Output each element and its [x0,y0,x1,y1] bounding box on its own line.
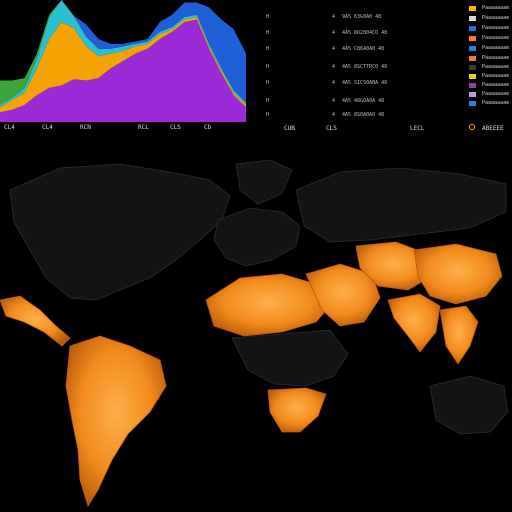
legend-label: Paaaaaaae [482,55,510,61]
legend-label: Paaaaaaae [482,100,510,106]
legend-label: Paaaaaaae [482,64,510,70]
table-row[interactable]: Paaaaaaae [256,82,512,90]
legend-label: Paaaaaaae [482,15,510,21]
row-code: 4A5 8SCTTRC0 48 [342,64,388,70]
x-tick-label: RCN [80,124,91,131]
row-index: 4 [332,46,336,52]
map-region-south-asia[interactable] [387,293,441,353]
area-series-1 [0,17,246,113]
table-row[interactable]: H 4 4A5 8SCTTRC0 48 Paaaaaaae [256,35,512,70]
map-region-middle-east[interactable] [305,263,381,327]
legend-swatch [469,36,476,41]
row-code: 9A5 63G0A0 48 [342,14,382,20]
table-row[interactable]: H 4 4A5 8S0A0A0 48 Paaaaaaae [256,64,512,118]
x-tick-label: CLS [170,124,181,131]
map-region-north-america[interactable] [9,163,231,301]
row-index: 4 [332,80,336,86]
data-table: H 4 9A5 63G0A0 48 Paaaaaaae H 4 4A5 8O2804CO 4… [256,0,512,136]
legend-label: Paaaaaaae [482,73,510,79]
row-flag: H [266,80,270,86]
row-code: 4A5 8O2804CO 48 [342,30,388,36]
legend-swatch [469,65,476,70]
world-map-panel[interactable] [0,150,512,512]
legend-swatch [469,26,476,31]
map-region-china[interactable] [413,243,503,305]
legend-swatch [469,101,476,106]
map-region-central-asia[interactable] [355,241,433,291]
map-region-southeast-asia[interactable] [439,305,479,365]
row-flag: H [266,30,270,36]
map-region-north-africa[interactable] [205,273,331,337]
chart-x-axis: CL4 CL4 RCN RCL CLS Cb [0,124,246,134]
legend-label: Paaaaaaae [482,82,510,88]
legend-swatch [469,83,476,88]
target-icon[interactable] [469,124,475,130]
row-index: 4 [332,14,336,20]
row-index: 4 [332,112,336,118]
table-footer-col1: CUB [284,125,295,132]
table-row[interactable]: H 4 4A5 48GOA0A 48 Paaaaaaae [256,55,512,104]
row-code: 4A5 48GOA0A 48 [342,98,385,104]
map-region-central-america[interactable] [0,295,71,347]
row-flag: H [266,112,270,118]
legend-label: Paaaaaaae [482,25,510,31]
row-flag: H [266,64,270,70]
map-region-russia[interactable] [295,167,507,243]
table-footer-col2: CLS [326,125,337,132]
x-tick-label: CL4 [4,124,15,131]
table-row[interactable]: H 4 4A5 SICS0ABA 48 Paaaaaaae [256,45,512,86]
row-flag: H [266,14,270,20]
table-footer-col4: ABEEEE [482,125,504,132]
row-index: 4 [332,30,336,36]
map-region-southern-africa[interactable] [267,387,327,433]
area-chart-panel [0,0,246,122]
table-row[interactable]: Paaaaaaae [256,73,512,81]
legend-label: Paaaaaaae [482,35,510,41]
row-code: 4A5 C86A0A0 48 [342,46,385,52]
table-row[interactable]: Paaaaaaae [256,91,512,99]
x-tick-label: RCL [138,124,149,131]
row-code: 4A5 8S0A0A0 48 [342,112,385,118]
table-row[interactable]: H 4 9A5 63G0A0 48 Paaaaaaae [256,5,512,20]
legend-swatch [469,56,476,61]
legend-label: Paaaaaaae [482,5,510,11]
map-region-sub-saharan-africa[interactable] [231,329,349,387]
legend-swatch [469,92,476,97]
area-chart [0,0,246,122]
map-region-south-america[interactable] [65,335,167,507]
legend-swatch [469,16,476,21]
legend-swatch [469,6,476,11]
legend-swatch [469,46,476,51]
x-tick-label: Cb [204,124,212,131]
legend-swatch [469,74,476,79]
row-index: 4 [332,64,336,70]
table-row[interactable]: Paaaaaaae [256,100,512,108]
legend-label: Paaaaaaae [482,91,510,97]
row-code: 4A5 SICS0ABA 48 [342,80,388,86]
world-map[interactable] [0,150,512,512]
map-region-europe[interactable] [213,207,301,267]
map-region-greenland[interactable] [235,159,293,205]
legend-label: Paaaaaaae [482,45,510,51]
row-flag: H [266,46,270,52]
table-footer-col3: LECL [410,125,425,132]
row-index: 4 [332,98,336,104]
x-tick-label: CL4 [42,124,53,131]
map-region-australia[interactable] [429,375,509,435]
area-series-0 [0,19,246,122]
table-row[interactable]: H 4 4A5 8O2804CO 48 Paaaaaaae [256,15,512,36]
row-flag: H [266,98,270,104]
table-row[interactable]: H 4 4A5 C86A0A0 48 Paaaaaaae [256,25,512,52]
